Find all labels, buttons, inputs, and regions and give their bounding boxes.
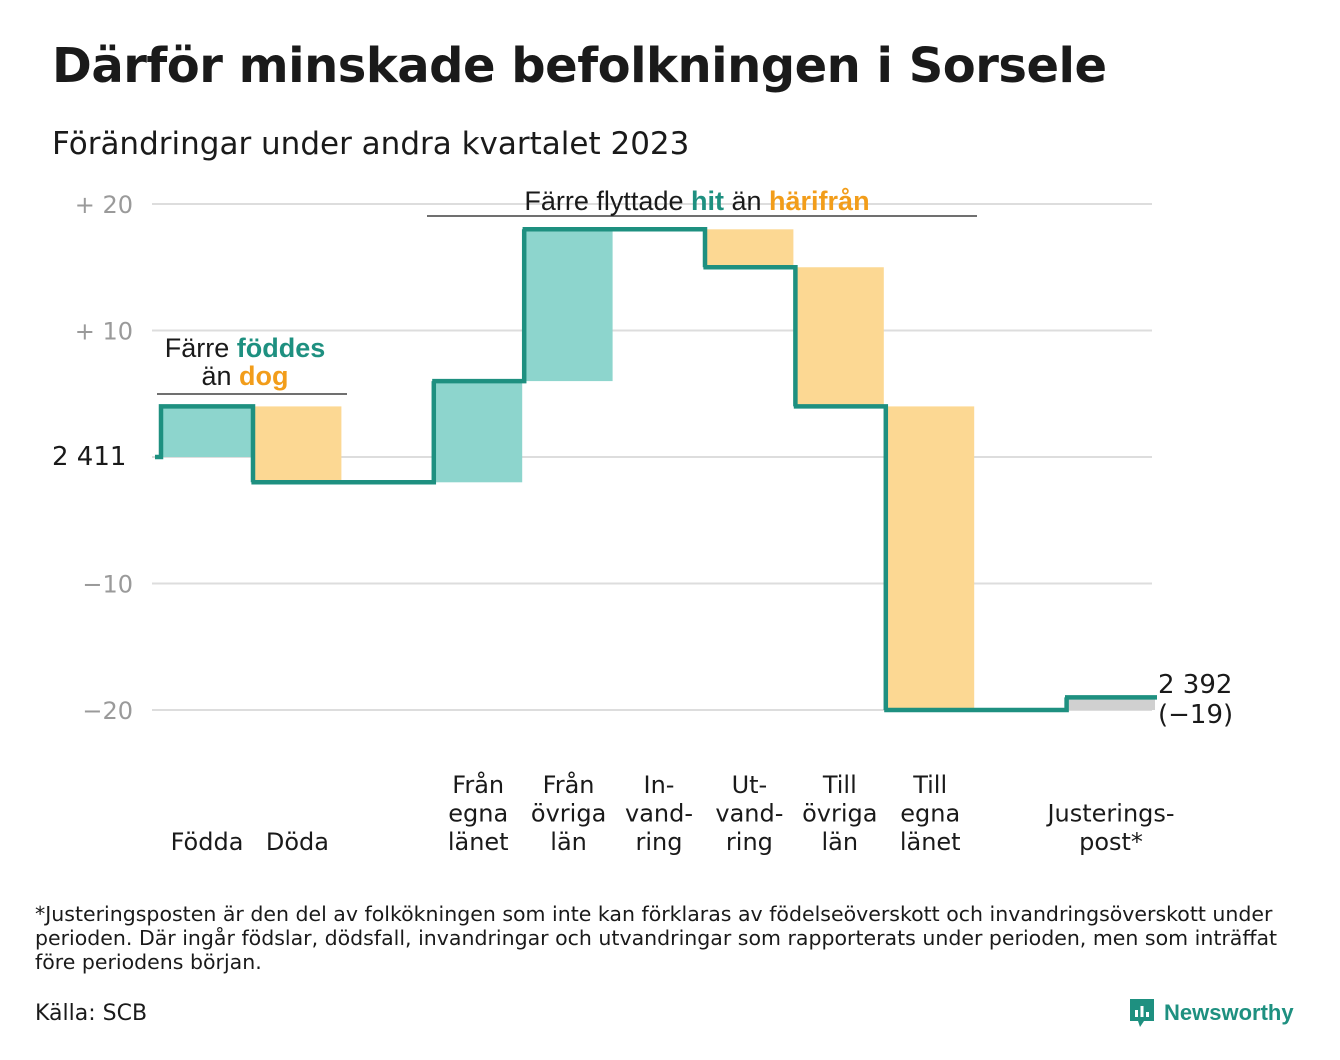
x-category-label: post* <box>1079 828 1143 856</box>
x-category-label: Justerings- <box>1045 800 1174 828</box>
newsworthy-logo-icon <box>1130 999 1154 1027</box>
y-tick-label: + 10 <box>75 318 133 346</box>
x-category-label: Döda <box>266 828 329 856</box>
x-category-label: ring <box>726 828 773 856</box>
x-category-label: Från <box>452 770 504 799</box>
x-category-label: Ut- <box>732 771 768 799</box>
start-value-label: 2 411 <box>52 442 126 472</box>
waterfall-bar <box>795 267 884 407</box>
y-tick-label: −20 <box>82 697 133 725</box>
brand: Newsworthy <box>1128 996 1294 1030</box>
annotation-text: än dog <box>201 361 288 391</box>
x-category-label: län <box>550 828 587 856</box>
x-category-label: egna <box>900 800 960 828</box>
x-category-label: Födda <box>171 828 244 856</box>
x-category-label: län <box>822 828 859 856</box>
waterfall-bar <box>886 406 975 710</box>
waterfall-bar <box>434 381 523 483</box>
chart-title: Därför minskade befolkningen i Sorsele <box>52 38 1107 94</box>
waterfall-bar <box>253 406 342 483</box>
source-label: Källa: SCB <box>35 1001 148 1026</box>
x-category-label: In- <box>644 771 675 799</box>
x-category-label: övriga <box>802 800 877 828</box>
chart-subtitle: Förändringar under andra kvartalet 2023 <box>52 126 690 162</box>
end-value-label: 2 392 <box>1158 670 1232 700</box>
x-category-label: vand- <box>715 800 783 828</box>
x-category-label: egna <box>448 800 508 828</box>
waterfall-bar <box>524 229 613 382</box>
x-category-label: Till <box>822 771 857 799</box>
annotation-text: Färre föddes <box>165 333 326 363</box>
brand-name: Newsworthy <box>1164 1000 1294 1025</box>
y-tick-label: −10 <box>82 571 133 599</box>
end-change-label: (−19) <box>1158 700 1233 730</box>
footnote: *Justeringsposten är den del av folkökni… <box>35 902 1278 974</box>
x-category-label: övriga <box>531 800 606 828</box>
x-category-label: Till <box>912 771 947 799</box>
x-category-label: länet <box>900 828 961 856</box>
x-category-label: länet <box>448 828 509 856</box>
x-category-label: vand- <box>625 800 693 828</box>
x-category-label: Från <box>543 770 595 799</box>
y-tick-label: + 20 <box>75 191 133 219</box>
waterfall-bar <box>1067 697 1155 710</box>
x-category-label: ring <box>636 828 683 856</box>
population-step-line <box>155 227 1157 713</box>
waterfall-bar <box>163 406 251 457</box>
waterfall-bar <box>705 229 794 268</box>
annotation-text: Färre flyttade hit än härifrån <box>524 186 869 216</box>
